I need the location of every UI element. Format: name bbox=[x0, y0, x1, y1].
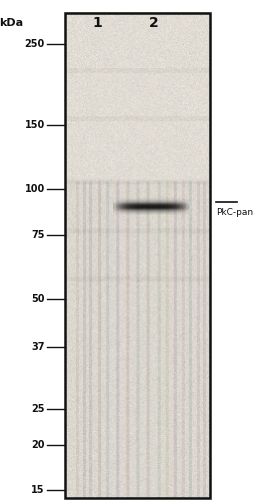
Text: 37: 37 bbox=[31, 342, 45, 352]
Text: 1: 1 bbox=[92, 16, 102, 30]
Text: 150: 150 bbox=[25, 120, 45, 130]
Text: 100: 100 bbox=[25, 184, 45, 194]
Text: 25: 25 bbox=[31, 404, 45, 414]
Text: kDa: kDa bbox=[0, 18, 24, 28]
Text: 15: 15 bbox=[31, 485, 45, 495]
Text: 75: 75 bbox=[31, 230, 45, 240]
Bar bbox=[65, 13, 210, 498]
Text: PkC-pan: PkC-pan bbox=[216, 208, 253, 217]
Text: 50: 50 bbox=[31, 294, 45, 304]
Text: 2: 2 bbox=[149, 16, 158, 30]
Text: 20: 20 bbox=[31, 440, 45, 450]
Text: 250: 250 bbox=[25, 39, 45, 49]
